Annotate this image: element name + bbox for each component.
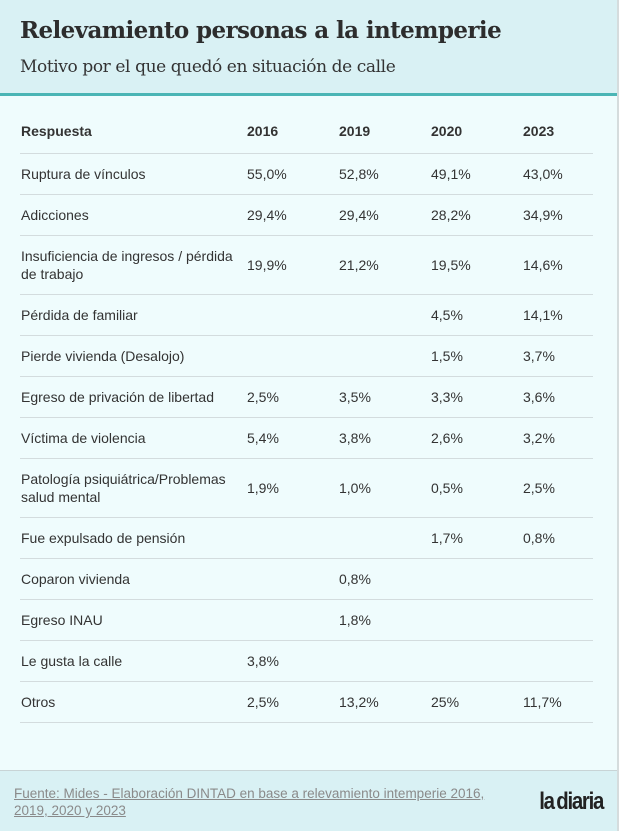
column-header: 2016: [247, 110, 339, 154]
column-header: 2023: [523, 110, 593, 154]
row-label: Ruptura de vínculos: [20, 153, 247, 195]
cell-value: 3,7%: [523, 335, 593, 377]
cell-value: [339, 294, 431, 336]
cell-value: 1,7%: [431, 517, 523, 559]
cell-value: 13,2%: [339, 681, 431, 723]
cell-value: [247, 558, 339, 600]
cell-value: 2,5%: [247, 681, 339, 723]
cell-value: 19,5%: [431, 235, 523, 295]
cell-value: 5,4%: [247, 417, 339, 459]
cell-value: [247, 294, 339, 336]
cell-value: [247, 335, 339, 377]
cell-value: [431, 558, 523, 600]
table-row: Fue expulsado de pensión 1,7% 0,8%: [20, 517, 593, 559]
cell-value: 55,0%: [247, 153, 339, 195]
cell-value: 49,1%: [431, 153, 523, 195]
column-header: 2019: [339, 110, 431, 154]
data-table: Respuesta 2016 2019 2020 2023 Ruptura de vín…: [20, 110, 593, 723]
cell-value: 4,5%: [431, 294, 523, 336]
cell-value: [523, 640, 593, 682]
cell-value: 34,9%: [523, 194, 593, 236]
row-label: Coparon vivienda: [20, 558, 247, 600]
cell-value: 52,8%: [339, 153, 431, 195]
cell-value: 25%: [431, 681, 523, 723]
row-label: Le gusta la calle: [20, 640, 247, 682]
cell-value: 21,2%: [339, 235, 431, 295]
table-row: Adicciones 29,4% 29,4% 28,2% 34,9%: [20, 194, 593, 236]
row-label: Adicciones: [20, 194, 247, 236]
row-label: Pierde vivienda (Desalojo): [20, 335, 247, 377]
cell-value: 3,6%: [523, 376, 593, 418]
cell-value: 14,6%: [523, 235, 593, 295]
row-label: Egreso de privación de libertad: [20, 376, 247, 418]
cell-value: [431, 640, 523, 682]
row-label: Patología psiquiátrica/Problemas salud m…: [20, 458, 247, 518]
cell-value: [339, 640, 431, 682]
table-row: Pérdida de familiar 4,5% 14,1%: [20, 294, 593, 336]
cell-value: 0,8%: [523, 517, 593, 559]
cell-value: 43,0%: [523, 153, 593, 195]
cell-value: [247, 517, 339, 559]
row-label: Otros: [20, 681, 247, 723]
cell-value: 29,4%: [339, 194, 431, 236]
cell-value: 3,2%: [523, 417, 593, 459]
table-row: Egreso INAU 1,8%: [20, 599, 593, 641]
footer: Fuente: Mides - Elaboración DINTAD en ba…: [0, 770, 617, 831]
cell-value: 29,4%: [247, 194, 339, 236]
cell-value: 3,8%: [247, 640, 339, 682]
column-header: 2020: [431, 110, 523, 154]
cell-value: 1,0%: [339, 458, 431, 518]
cell-value: 14,1%: [523, 294, 593, 336]
table-header-row: Respuesta 2016 2019 2020 2023: [20, 110, 593, 154]
table-row: Coparon vivienda 0,8%: [20, 558, 593, 600]
cell-value: [431, 599, 523, 641]
cell-value: 3,8%: [339, 417, 431, 459]
row-label: Víctima de violencia: [20, 417, 247, 459]
page-subtitle: Motivo por el que quedó en situación de …: [20, 57, 396, 77]
table-row: Pierde vivienda (Desalojo) 1,5% 3,7%: [20, 335, 593, 377]
cell-value: 2,5%: [523, 458, 593, 518]
table-row: Patología psiquiátrica/Problemas salud m…: [20, 458, 593, 518]
cell-value: 19,9%: [247, 235, 339, 295]
row-label: Fue expulsado de pensión: [20, 517, 247, 559]
cell-value: 2,6%: [431, 417, 523, 459]
cell-value: 3,5%: [339, 376, 431, 418]
table-row: Ruptura de vínculos 55,0% 52,8% 49,1% 43,0%: [20, 153, 593, 195]
cell-value: 28,2%: [431, 194, 523, 236]
row-label: Insuficiencia de ingresos / pérdida de t…: [20, 235, 247, 295]
table-row: Otros 2,5% 13,2% 25% 11,7%: [20, 681, 593, 723]
cell-value: 1,5%: [431, 335, 523, 377]
cell-value: 1,8%: [339, 599, 431, 641]
cell-value: 0,5%: [431, 458, 523, 518]
la-diaria-logo: la diaria: [539, 788, 604, 815]
page-title: Relevamiento personas a la intemperie: [20, 17, 502, 44]
cell-value: [339, 335, 431, 377]
cell-value: 2,5%: [247, 376, 339, 418]
table-row: Víctima de violencia 5,4% 3,8% 2,6% 3,2%: [20, 417, 593, 459]
cell-value: 3,3%: [431, 376, 523, 418]
column-header: Respuesta: [20, 110, 247, 154]
cell-value: 11,7%: [523, 681, 593, 723]
cell-value: [247, 599, 339, 641]
row-label: Pérdida de familiar: [20, 294, 247, 336]
cell-value: [339, 517, 431, 559]
cell-value: [523, 599, 593, 641]
cell-value: 1,9%: [247, 458, 339, 518]
cell-value: 0,8%: [339, 558, 431, 600]
table-row: Egreso de privación de libertad 2,5% 3,5% 3…: [20, 376, 593, 418]
chart-header: Relevamiento personas a la intemperie Mo…: [0, 0, 617, 96]
row-label: Egreso INAU: [20, 599, 247, 641]
table-row: Insuficiencia de ingresos / pérdida de t…: [20, 235, 593, 295]
source-link[interactable]: Fuente: Mides - Elaboración DINTAD en ba…: [14, 786, 485, 818]
table-row: Le gusta la calle 3,8%: [20, 640, 593, 682]
cell-value: [523, 558, 593, 600]
